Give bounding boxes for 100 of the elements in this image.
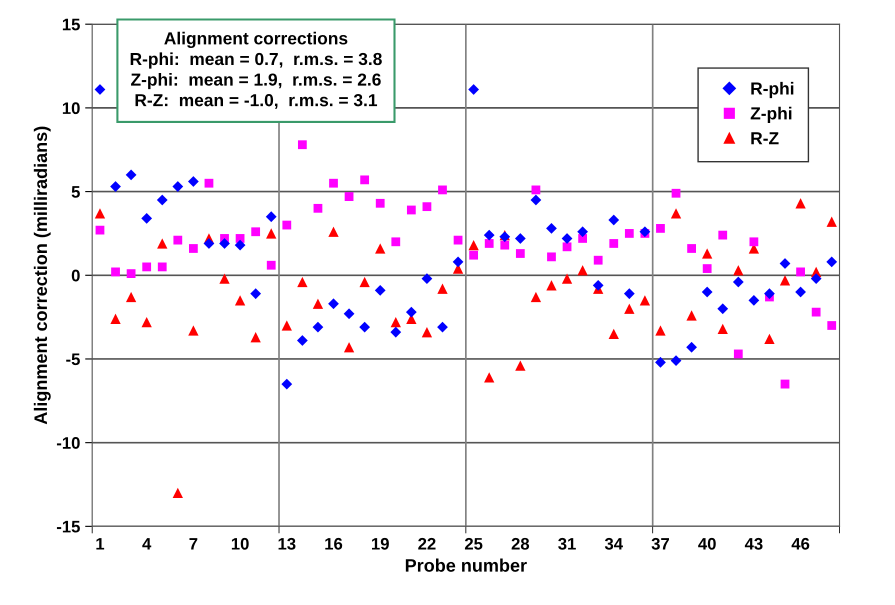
point	[577, 265, 588, 276]
point	[173, 236, 182, 245]
point	[96, 226, 104, 234]
point	[686, 310, 697, 321]
point	[359, 322, 370, 333]
point	[826, 216, 837, 227]
point	[670, 208, 682, 218]
point	[390, 316, 401, 328]
point	[609, 239, 618, 248]
legend-label: R-phi	[751, 82, 794, 98]
point	[640, 295, 650, 306]
point	[484, 230, 495, 240]
x-tick-label: 19	[372, 538, 389, 550]
point	[172, 488, 183, 498]
y-tick-label: 15	[62, 18, 80, 30]
point	[374, 284, 386, 296]
point	[732, 276, 744, 288]
x-tick-label: 1	[96, 538, 104, 550]
point	[437, 284, 448, 294]
point	[655, 325, 666, 336]
point	[375, 243, 386, 254]
point	[686, 342, 697, 353]
y-axis-title: Alignment correction (milliradians)	[34, 126, 51, 424]
point	[250, 332, 261, 342]
y-tick-label: 10	[62, 102, 80, 114]
point	[530, 194, 542, 206]
point	[547, 252, 556, 262]
point	[234, 240, 246, 251]
point	[141, 212, 152, 224]
point	[718, 324, 728, 334]
point	[687, 244, 696, 253]
x-tick-label: 25	[464, 538, 482, 550]
point	[188, 325, 199, 336]
point	[764, 334, 775, 344]
point	[640, 226, 650, 238]
point	[670, 355, 682, 366]
x-tick-label: 22	[418, 538, 436, 550]
point	[484, 239, 494, 248]
point	[359, 276, 370, 288]
point	[188, 176, 199, 187]
point	[702, 248, 712, 259]
point	[406, 306, 417, 318]
x-tick-label: 16	[325, 538, 342, 550]
point	[624, 304, 634, 314]
point	[142, 316, 152, 328]
point	[826, 256, 838, 268]
point	[266, 211, 277, 222]
point	[749, 237, 758, 246]
point	[344, 342, 354, 352]
point	[314, 204, 322, 213]
point	[594, 256, 603, 265]
point	[469, 250, 478, 260]
x-tick-label: 10	[232, 538, 249, 550]
point	[391, 237, 400, 246]
point	[532, 186, 540, 194]
point	[234, 295, 246, 306]
point	[282, 220, 292, 230]
point	[734, 350, 743, 358]
x-tick-label: 43	[744, 538, 763, 550]
point	[810, 273, 822, 284]
point	[126, 169, 136, 180]
point	[126, 292, 136, 302]
point	[344, 192, 354, 201]
point	[562, 242, 572, 252]
point	[562, 233, 572, 244]
annotation: Z-phi: mean = 1.9, r.m.s. = 2.6	[131, 72, 381, 90]
x-tick-label: 46	[792, 538, 810, 550]
point	[468, 84, 480, 95]
point	[748, 295, 760, 306]
point	[328, 298, 339, 310]
point	[577, 226, 588, 238]
point	[780, 275, 790, 286]
point	[608, 328, 619, 340]
point	[296, 335, 308, 346]
point	[655, 356, 666, 368]
point	[718, 230, 728, 240]
point	[672, 188, 680, 198]
legend-label: Z-phi	[750, 106, 792, 123]
point	[514, 233, 526, 244]
point	[312, 322, 324, 333]
point	[251, 227, 260, 236]
point	[827, 321, 836, 330]
point	[250, 288, 262, 300]
point	[94, 84, 106, 95]
point	[312, 298, 324, 309]
point	[624, 288, 635, 300]
x-tick-label: 7	[189, 538, 198, 550]
point	[812, 308, 821, 316]
point	[530, 292, 542, 302]
point	[702, 286, 713, 298]
point	[656, 224, 665, 233]
point	[376, 198, 385, 208]
y-tick-label: 0	[72, 270, 80, 282]
annotation: Alignment corrections	[164, 32, 348, 48]
point	[328, 226, 339, 237]
point	[142, 262, 152, 272]
y-tick-label: -10	[56, 437, 80, 449]
point	[204, 178, 214, 188]
point	[266, 228, 276, 239]
point	[281, 378, 292, 390]
